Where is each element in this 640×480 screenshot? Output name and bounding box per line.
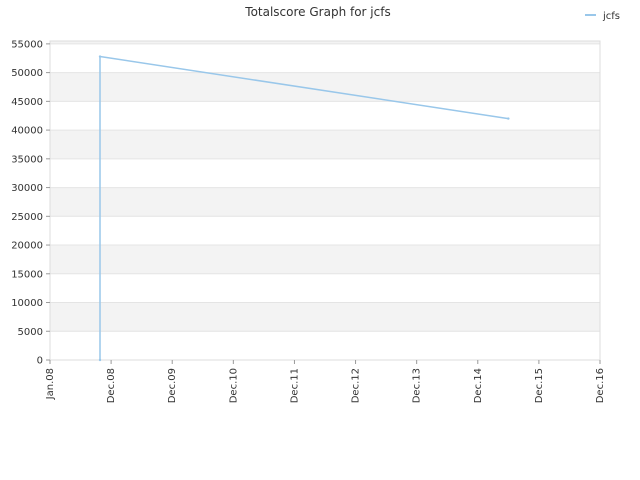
legend-label-jcfs: jcfs xyxy=(602,11,620,22)
x-tick-label: Dec.13 xyxy=(412,368,423,403)
data-point xyxy=(98,55,102,58)
x-tick-label: Dec.15 xyxy=(534,368,545,403)
x-axis: Jan.08 Dec.08 Dec.09 Dec.10 Dec.11 Dec.12 Dec.… xyxy=(45,360,606,403)
y-tick-label: 35000 xyxy=(11,154,43,165)
plot-band xyxy=(50,43,600,73)
y-tick-label: 5000 xyxy=(18,327,43,338)
plot-band xyxy=(50,216,600,246)
data-point xyxy=(507,117,510,120)
y-tick-label: 55000 xyxy=(11,39,43,50)
plot-band xyxy=(50,187,600,217)
y-tick-label: 25000 xyxy=(11,212,43,223)
plot-band xyxy=(50,331,600,360)
series-layer xyxy=(98,55,510,362)
data-point xyxy=(98,358,102,362)
x-tick-label: Dec.11 xyxy=(289,368,300,403)
plot-band xyxy=(50,72,600,102)
x-tick-label: Dec.14 xyxy=(473,368,484,403)
plot-band xyxy=(50,101,600,131)
y-tick-label: 10000 xyxy=(11,298,43,309)
plot-band xyxy=(50,245,600,274)
y-tick-label: 45000 xyxy=(11,97,43,108)
y-tick-label: 50000 xyxy=(11,68,43,79)
y-tick-label: 0 xyxy=(37,356,43,367)
chart-title: Totalscore Graph for jcfs xyxy=(244,5,390,19)
y-tick-label: 40000 xyxy=(11,126,43,137)
x-tick-label: Dec.10 xyxy=(228,368,239,403)
plot-band xyxy=(50,130,600,159)
x-tick-label: Dec.09 xyxy=(167,368,178,403)
plot-band xyxy=(50,41,600,44)
x-tick-label: Jan.08 xyxy=(45,368,56,400)
y-axis: 0 5000 10000 15000 20000 25000 30000 35000 40000… xyxy=(11,39,50,367)
x-tick-label: Dec.12 xyxy=(351,368,362,403)
plot-band xyxy=(50,273,600,303)
legend: jcfs xyxy=(585,11,620,22)
plot-area xyxy=(49,40,601,361)
plot-band xyxy=(50,158,600,188)
plot-band xyxy=(50,302,600,332)
plot-background xyxy=(50,41,600,360)
x-tick-label: Dec.08 xyxy=(106,368,117,403)
x-tick-label: Dec.16 xyxy=(595,368,606,403)
y-tick-label: 30000 xyxy=(11,183,43,194)
y-tick-label: 20000 xyxy=(11,241,43,252)
y-tick-label: 15000 xyxy=(11,269,43,280)
